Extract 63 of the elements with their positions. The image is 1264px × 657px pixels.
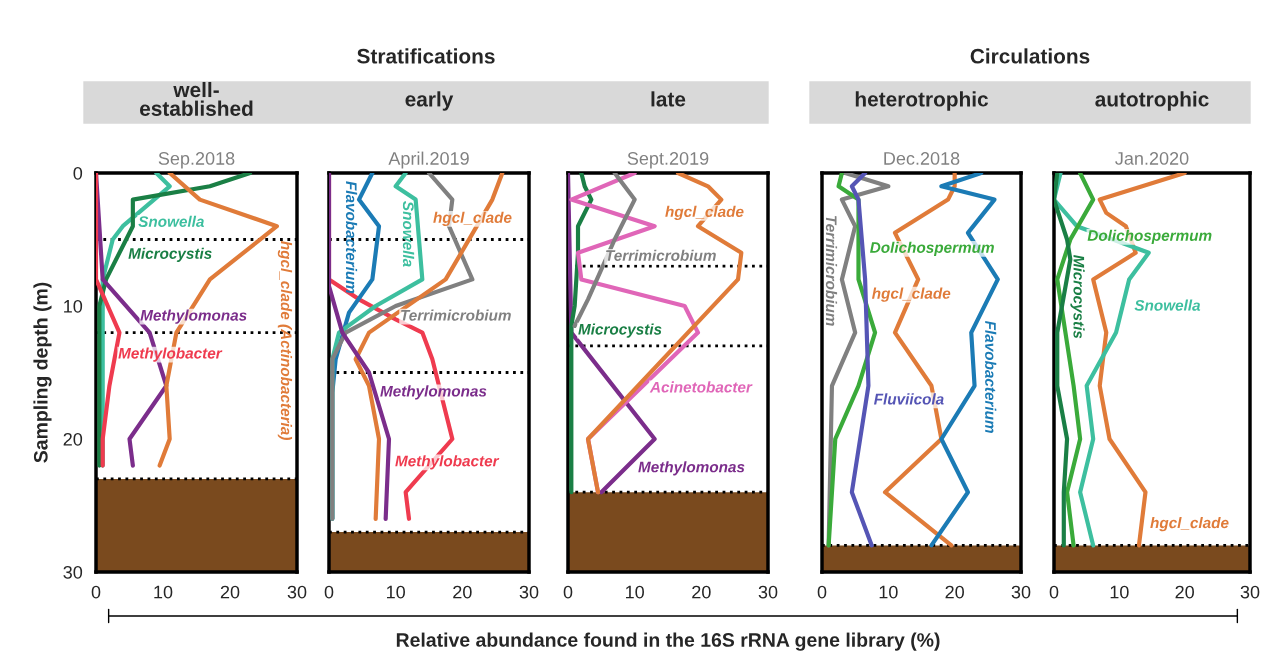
chart-title: autotrophic [1095, 91, 1209, 111]
x-tick-label: 30 [1011, 585, 1031, 599]
x-tick-label: 10 [154, 585, 173, 599]
x-tick-label: 30 [519, 585, 539, 599]
x-tick-label: 0 [817, 585, 827, 599]
series-label: Methylomonas [380, 385, 487, 400]
text: Terrimicrobium [825, 215, 838, 326]
x-tick-label: 20 [945, 585, 964, 599]
x-tick-label: 30 [1240, 585, 1260, 599]
y-tick-label: 30 [63, 565, 83, 579]
series-label: hgcl_clade [433, 211, 512, 227]
text: hgcl_clade (Actinobacteria) [277, 241, 293, 440]
x-tick-label: 10 [387, 585, 405, 599]
x-tick-label: 0 [563, 585, 573, 599]
series-label: Methylomonas [140, 309, 247, 324]
x-tick-label: 10 [879, 585, 898, 599]
chart-subtitle: Dec.2018 [884, 152, 960, 165]
chart-title: late [651, 91, 686, 107]
series-label: Methylobacter [395, 455, 500, 470]
series-label: hgcl_clade [665, 205, 744, 221]
chart-subtitle: Sep.2018 [158, 152, 235, 169]
x-tick-label: 10 [626, 585, 644, 599]
series-label: Terrimicrobium [401, 309, 511, 321]
series-label: Terrimicrobium [606, 249, 716, 261]
y-tick-label: 10 [64, 299, 83, 313]
series-label: Fluviicola [874, 393, 944, 405]
chart-subtitle: Sept.2019 [627, 152, 709, 169]
y-tick-label: 20 [63, 432, 83, 446]
series-label: Dolichospermum [1087, 229, 1212, 244]
text: Circulations [970, 48, 1090, 64]
series-label: Methylobacter [118, 347, 223, 362]
x-tick-label: 20 [220, 585, 240, 599]
series-label: hgcl_clade [1150, 517, 1229, 532]
x-tick-label: 20 [692, 585, 711, 599]
text: Stratifications [357, 48, 495, 64]
x-tick-label: 20 [1175, 585, 1194, 599]
x-tick-label: 30 [758, 585, 778, 599]
chart-subtitle: Jan.2020 [1115, 152, 1189, 165]
chart-title: early [405, 91, 454, 111]
text: Flavobacterium [345, 181, 358, 294]
x-tick-label: 30 [287, 585, 307, 599]
y-tick-label: 0 [73, 166, 83, 180]
text: Flavobacterium [985, 320, 997, 433]
x-axis-title: Relative abundance found in the 16S rRNA gene library (%) [396, 632, 940, 651]
series-label: Microcystis [128, 247, 212, 262]
x-tick-label: 0 [91, 585, 101, 599]
series-label: hgcl_clade [872, 287, 951, 302]
series-label: Snowella [1134, 299, 1201, 311]
y-axis-title: Sampling depth (m) [33, 282, 52, 463]
x-tick-label: 0 [324, 585, 334, 599]
series-label: Snowella [138, 215, 204, 227]
chart-subtitle: April.2019 [388, 151, 469, 169]
text: Snowella [402, 201, 415, 267]
series-label: Microcystis [578, 323, 662, 338]
x-tick-label: 20 [453, 585, 472, 599]
chart-title: heterotrophic [855, 91, 989, 111]
series-label: Dolichospermum [870, 241, 994, 256]
x-tick-label: 10 [1110, 585, 1129, 599]
text: Microcystis [1070, 255, 1085, 339]
series-label: Methylomonas [638, 461, 745, 476]
series-label: Acinetobacter [649, 381, 753, 393]
x-tick-label: 0 [1049, 585, 1059, 599]
chart-title: well- established [140, 81, 253, 116]
